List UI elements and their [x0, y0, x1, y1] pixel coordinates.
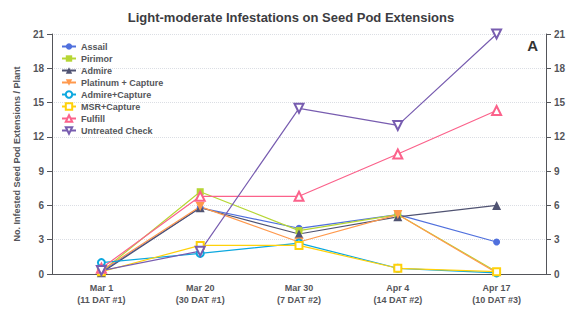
svg-text:Fulfill: Fulfill — [81, 114, 105, 124]
svg-text:Platinum + Capture: Platinum + Capture — [81, 78, 163, 88]
svg-text:Light-moderate Infestations on: Light-moderate Infestations on Seed Pod … — [128, 10, 455, 25]
svg-text:3: 3 — [554, 234, 560, 245]
svg-text:18: 18 — [554, 63, 566, 74]
svg-text:Mar 20: Mar 20 — [186, 283, 215, 293]
svg-text:Apr 17: Apr 17 — [483, 283, 511, 293]
svg-text:15: 15 — [33, 97, 45, 108]
svg-text:3: 3 — [38, 234, 44, 245]
svg-text:6: 6 — [554, 200, 560, 211]
svg-text:Mar 30: Mar 30 — [285, 283, 314, 293]
svg-text:Admire+Capture: Admire+Capture — [81, 90, 151, 100]
svg-text:Admire: Admire — [81, 66, 112, 76]
svg-text:(7 DAT #2): (7 DAT #2) — [277, 295, 321, 305]
svg-text:(11 DAT #1): (11 DAT #1) — [77, 295, 125, 305]
svg-text:No. Infested Seed Pod Extensio: No. Infested Seed Pod Extensions / Plant — [12, 66, 22, 241]
svg-text:Untreated Check: Untreated Check — [81, 126, 154, 136]
svg-text:(14 DAT #2): (14 DAT #2) — [373, 295, 422, 305]
svg-text:(30 DAT #1): (30 DAT #1) — [176, 295, 225, 305]
svg-text:6: 6 — [38, 200, 44, 211]
svg-text:0: 0 — [38, 269, 44, 280]
svg-text:0: 0 — [554, 269, 560, 280]
svg-text:12: 12 — [554, 131, 566, 142]
svg-text:Apr 4: Apr 4 — [386, 283, 409, 293]
svg-text:(10 DAT #3): (10 DAT #3) — [472, 295, 521, 305]
svg-text:21: 21 — [33, 29, 45, 40]
svg-text:18: 18 — [33, 63, 45, 74]
svg-text:12: 12 — [33, 131, 45, 142]
svg-text:Mar 1: Mar 1 — [90, 283, 114, 293]
svg-text:A: A — [527, 37, 538, 54]
svg-text:9: 9 — [38, 166, 44, 177]
svg-text:Assail: Assail — [81, 42, 108, 52]
svg-text:9: 9 — [554, 166, 560, 177]
svg-text:21: 21 — [554, 29, 566, 40]
svg-text:Pirimor: Pirimor — [81, 54, 113, 64]
svg-text:15: 15 — [554, 97, 566, 108]
svg-text:MSR+Capture: MSR+Capture — [81, 102, 140, 112]
